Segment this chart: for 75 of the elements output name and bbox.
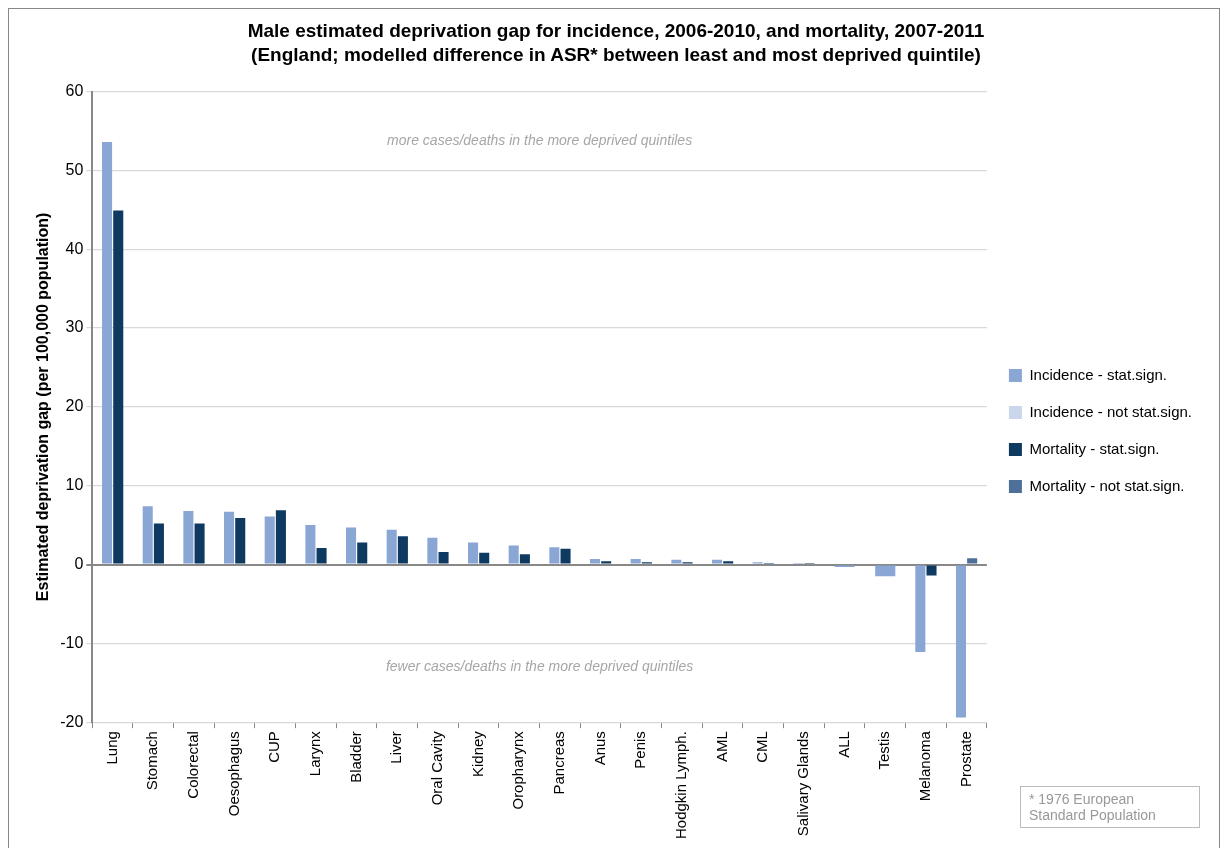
y-tick-label: 30 — [65, 318, 84, 336]
x-tick-label: CML — [753, 731, 771, 763]
legend-label: Mortality - stat.sign. — [1029, 439, 1160, 457]
bar — [479, 552, 490, 564]
bar — [468, 542, 479, 564]
bar — [560, 548, 571, 564]
chart-title: Male estimated deprivation gap for incidence, 2006-2010, and mortality, 2007-2011 — [247, 19, 985, 41]
y-tick-label: 10 — [65, 476, 84, 494]
chart-subtitle: (England; modelled difference in ASR* between least and most deprived quintile) — [251, 44, 981, 66]
bar — [926, 565, 937, 576]
bar — [386, 529, 397, 564]
bar — [723, 561, 734, 564]
bar — [264, 516, 275, 564]
bar — [183, 510, 194, 564]
x-tick-label: Testis — [875, 731, 893, 770]
bar — [955, 565, 967, 718]
bar — [102, 142, 113, 564]
bar — [630, 559, 641, 564]
x-tick-label: Bladder — [346, 731, 364, 783]
legend-label: Mortality - not stat.sign. — [1029, 476, 1185, 494]
x-tick-label: Melanoma — [916, 730, 934, 802]
bar — [224, 511, 235, 564]
bar — [438, 551, 449, 564]
x-tick-label: Lung — [102, 731, 120, 765]
annotation: more cases/deaths in the more deprived quintiles — [387, 132, 693, 149]
bar — [967, 558, 978, 564]
bar — [397, 536, 408, 564]
bar — [671, 559, 682, 564]
bar — [142, 506, 153, 564]
y-tick-label: 60 — [65, 82, 84, 100]
legend-label: Incidence - stat.sign. — [1029, 365, 1167, 383]
x-tick-label: Salivary Glands — [794, 731, 812, 837]
y-tick-label: 20 — [65, 397, 84, 415]
bar — [305, 525, 316, 564]
y-tick-label: 0 — [74, 554, 84, 572]
bar — [589, 559, 601, 564]
bar — [427, 537, 438, 564]
y-tick-label: 40 — [65, 239, 84, 257]
y-axis-title: Estimated deprivation gap (per 100,000 population) — [34, 212, 52, 602]
bar — [508, 545, 519, 564]
bar — [549, 547, 560, 564]
bar — [915, 565, 926, 653]
x-tick-label: Hodgkin Lymph. — [672, 731, 690, 840]
bar — [275, 510, 286, 564]
legend-label: Incidence - not stat.sign. — [1029, 402, 1192, 420]
y-tick-label: -10 — [60, 633, 84, 651]
x-tick-label: Liver — [387, 731, 405, 764]
bar — [235, 518, 246, 564]
x-tick-label: CUP — [265, 731, 283, 763]
x-tick-label: Oesophagus — [224, 731, 242, 817]
bar — [194, 523, 205, 564]
bar — [113, 210, 124, 564]
bar — [519, 554, 530, 564]
x-tick-label: Colorectal — [184, 731, 202, 799]
x-tick-label: Pancreas — [550, 731, 568, 795]
y-tick-label: -20 — [60, 712, 84, 730]
x-tick-label: Kidney — [468, 730, 486, 778]
bar — [601, 561, 612, 564]
bar — [711, 559, 723, 564]
x-tick-label: ALL — [834, 731, 852, 758]
x-tick-label: Prostate — [956, 731, 974, 788]
x-tick-label: AML — [712, 731, 730, 763]
annotation: fewer cases/deaths in the more deprived quintiles — [385, 658, 694, 675]
bar — [316, 547, 327, 564]
x-tick-label: Penis — [631, 731, 649, 769]
x-tick-label: Anus — [590, 731, 608, 766]
x-tick-label: Stomach — [143, 731, 161, 791]
bar — [153, 523, 164, 564]
bar — [357, 542, 368, 564]
y-tick-label: 50 — [65, 160, 84, 178]
x-tick-label: Larynx — [306, 730, 324, 777]
text: * 1976 European Standard Population — [1020, 786, 1200, 828]
x-tick-label: Oropharynx — [509, 730, 527, 810]
bar — [346, 527, 357, 564]
x-tick-label: Oral Cavity — [428, 730, 446, 806]
